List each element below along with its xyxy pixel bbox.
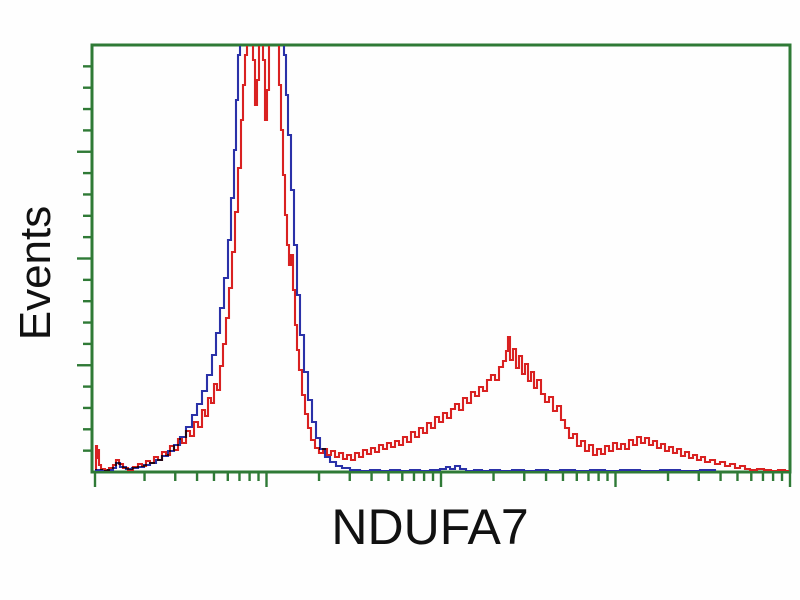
x-axis-label: NDUFA7 [331,499,529,555]
curves-layer [94,46,789,471]
axis-frame [90,43,792,474]
y-axis-label: Events [11,205,60,341]
y-axis-ticks [77,65,91,452]
blue-curve [95,46,717,471]
red-curve [94,46,789,471]
x-axis-ticks [93,473,792,487]
